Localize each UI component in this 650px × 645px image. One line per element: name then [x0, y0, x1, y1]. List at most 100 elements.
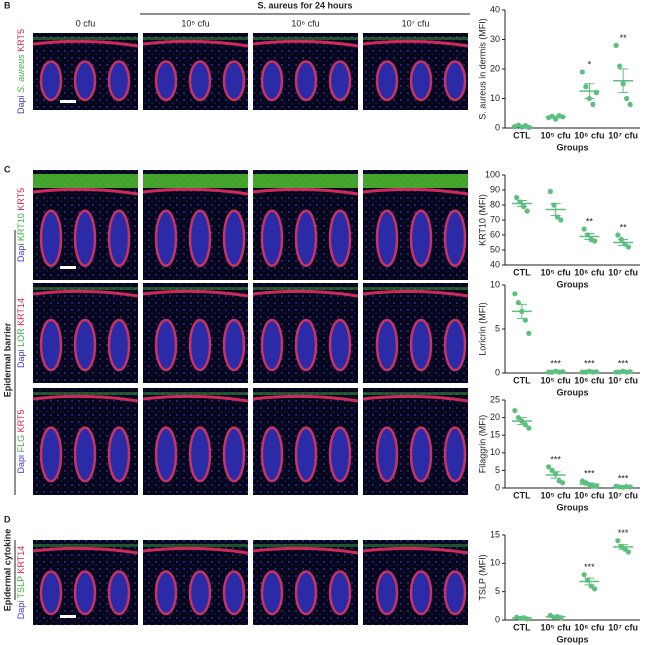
- follicle: [188, 426, 212, 483]
- follicle: [154, 570, 178, 616]
- data-point: [579, 69, 585, 75]
- epidermis-signal: [363, 37, 468, 40]
- follicle: [39, 318, 63, 372]
- follicle: [222, 570, 246, 616]
- follicle: [443, 209, 467, 267]
- follicle: [409, 318, 433, 372]
- column-label: 10⁷ cfu: [402, 18, 430, 28]
- data-point: [526, 425, 532, 431]
- x-axis-label: Groups: [556, 142, 588, 152]
- y-tick-label: 15: [490, 529, 500, 539]
- stain-label: Dapi LOR KRT14: [16, 298, 26, 368]
- keratin-layer: [362, 39, 469, 48]
- follicle: [39, 426, 63, 483]
- follicle: [188, 318, 212, 372]
- epidermis-signal: [143, 544, 248, 547]
- data-point: [617, 63, 623, 69]
- panel-label: C: [4, 164, 11, 174]
- stain-part: Dapi: [16, 244, 26, 263]
- y-tick-label: 50: [490, 244, 500, 254]
- scale-bar: [60, 615, 76, 618]
- epidermis-signal: [363, 392, 468, 395]
- follicle: [188, 570, 212, 616]
- stain-part: KRT5: [16, 410, 26, 433]
- keratin-layer: [362, 546, 469, 555]
- keratin-layer: [32, 39, 139, 48]
- y-tick-label: 90: [490, 184, 500, 194]
- x-axis-label: Groups: [556, 279, 588, 289]
- data-point: [558, 217, 564, 223]
- follicle: [409, 60, 433, 102]
- y-tick-label: 40: [490, 4, 500, 14]
- keratin-layer: [252, 39, 359, 48]
- y-tick-label: 0: [495, 367, 500, 377]
- follicle: [260, 426, 284, 483]
- epidermis-signal: [253, 544, 358, 547]
- epidermis-signal: [143, 287, 248, 290]
- follicle: [107, 426, 131, 483]
- follicle: [154, 426, 178, 483]
- follicle: [39, 209, 63, 267]
- stain-part: FLG: [16, 435, 26, 453]
- y-tick-label: 20: [490, 63, 500, 73]
- keratin-layer: [362, 187, 469, 196]
- follicle: [294, 318, 318, 372]
- significance: **: [586, 216, 594, 226]
- stain-part: KRT10: [16, 213, 26, 241]
- epidermis-signal: [253, 37, 358, 40]
- column-label: 10⁵ cfu: [181, 18, 209, 28]
- follicle: [260, 570, 284, 616]
- data-point: [583, 84, 589, 90]
- follicle: [222, 209, 246, 267]
- data-point: [590, 101, 596, 107]
- epidermis-signal: [33, 287, 138, 290]
- data-point: [615, 538, 621, 544]
- stain-part: Dapi: [16, 455, 26, 474]
- data-point: [512, 407, 518, 414]
- x-tick-label: 10⁷ cfu: [608, 130, 638, 140]
- data-point: [627, 101, 633, 107]
- follicle: [222, 426, 246, 483]
- y-axis-label: S. aureus in dermis (MFI): [477, 18, 487, 120]
- follicle: [107, 60, 131, 102]
- follicle: [328, 318, 352, 372]
- x-tick-label: 10⁶ cfu: [574, 375, 604, 385]
- data-point: [546, 464, 552, 470]
- follicle: [154, 60, 178, 102]
- x-tick-label: CTL: [513, 490, 531, 500]
- column-label: 10⁶ cfu: [291, 18, 319, 28]
- significance: *: [588, 59, 592, 69]
- y-tick-label: 0: [495, 122, 500, 132]
- keratin-layer: [362, 289, 469, 298]
- data-point: [624, 95, 630, 102]
- column-label: 0 cfu: [76, 18, 96, 28]
- keratin-layer: [32, 546, 139, 555]
- significance: ***: [550, 454, 561, 464]
- side-label: Epidermal barrier: [2, 322, 12, 397]
- follicle: [39, 570, 63, 616]
- y-tick-label: 25: [490, 394, 500, 404]
- data-point: [547, 188, 553, 195]
- keratin-layer: [252, 546, 359, 555]
- stain-part: KRT14: [16, 546, 26, 574]
- y-tick-label: 70: [490, 214, 500, 224]
- data-point: [526, 330, 532, 336]
- follicle: [107, 209, 131, 267]
- follicle: [375, 209, 399, 267]
- epidermis-signal: [33, 174, 138, 188]
- follicle: [73, 60, 97, 102]
- follicle: [107, 570, 131, 616]
- x-tick-label: 10⁷ cfu: [608, 375, 638, 385]
- y-tick-label: 40: [490, 259, 500, 269]
- x-tick-label: CTL: [513, 267, 531, 277]
- follicle: [409, 426, 433, 483]
- x-tick-label: 10⁶ cfu: [574, 622, 604, 632]
- significance: ***: [584, 359, 595, 369]
- scale-bar: [60, 100, 76, 103]
- stain-label: Dapi TSLP KRT14: [16, 546, 26, 620]
- header-title: S. aureus for 24 hours: [257, 0, 352, 10]
- stain-part: KRT5: [16, 188, 26, 211]
- follicle: [328, 209, 352, 267]
- significance: ***: [618, 474, 629, 484]
- x-tick-label: CTL: [513, 130, 531, 140]
